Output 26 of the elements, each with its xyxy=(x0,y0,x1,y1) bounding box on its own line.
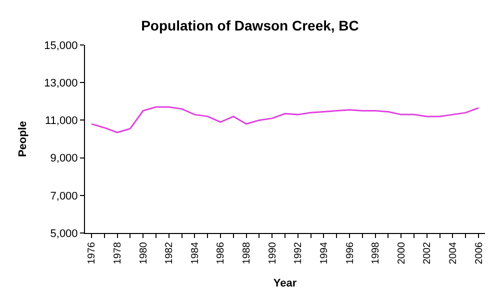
x-tick-label: 1980 xyxy=(138,242,150,264)
y-tick-label: 11,000 xyxy=(44,115,78,128)
x-tick-label: 2000 xyxy=(396,242,408,264)
line-series xyxy=(90,106,480,134)
y-tick-label: 5,000 xyxy=(50,228,78,240)
x-tick-label: 1984 xyxy=(190,242,201,264)
y-tick-label: 9,000 xyxy=(50,152,78,165)
x-tick-label: 1976 xyxy=(86,242,98,264)
x-tick-label: 1978 xyxy=(112,242,124,264)
x-axis-title: Year xyxy=(273,277,298,290)
x-tick-label: 1996 xyxy=(344,242,356,264)
x-tick-label: 1990 xyxy=(267,242,278,264)
y-axis-title: People xyxy=(16,120,29,158)
x-tick-label: 2002 xyxy=(422,242,434,264)
x-tick-label: 1992 xyxy=(293,242,304,264)
y-tick-label: 7,000 xyxy=(50,190,78,202)
x-tick-label: 1982 xyxy=(164,242,176,264)
x-tick-label: 2004 xyxy=(448,242,459,264)
x-tick-label: 1994 xyxy=(318,242,330,264)
x-tick-label: 2006 xyxy=(474,242,485,264)
x-tick-label: 1986 xyxy=(216,242,227,264)
x-tick-label: 1998 xyxy=(370,242,382,264)
chart-title: Population of Dawson Creek, BC xyxy=(141,18,359,34)
y-tick-label: 15,000 xyxy=(44,40,78,52)
y-tick-label: 13,000 xyxy=(44,77,78,90)
x-tick-label: 1988 xyxy=(242,242,253,264)
